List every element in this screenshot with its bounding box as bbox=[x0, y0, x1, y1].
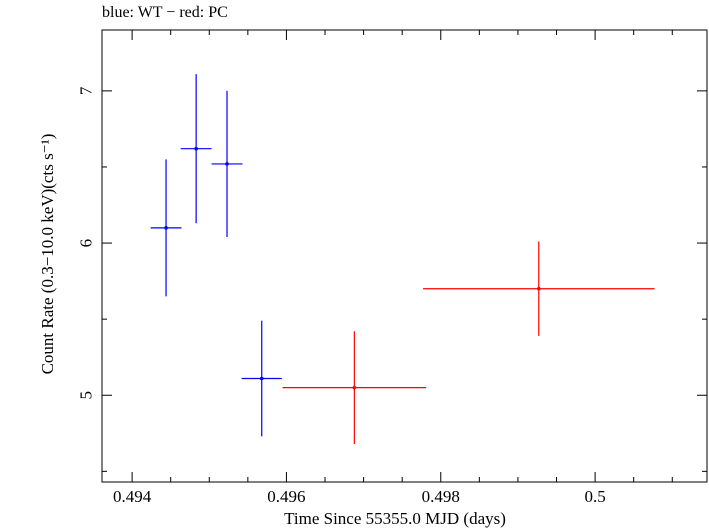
chart-title: blue: WT − red: PC bbox=[102, 4, 228, 21]
series-wt bbox=[150, 74, 282, 437]
y-axis-label: Count Rate (0.3−10.0 keV)(cts s⁻¹) bbox=[38, 133, 57, 375]
data-point bbox=[352, 385, 357, 390]
y-tick-label: 7 bbox=[77, 86, 96, 95]
x-tick-label: 0.5 bbox=[584, 487, 605, 506]
data-point bbox=[225, 162, 229, 166]
data-point bbox=[164, 226, 168, 230]
axes: 0.494 0.496 0.498 0.5 5 6 7 bbox=[77, 29, 708, 506]
x-tick-label: 0.496 bbox=[267, 487, 305, 506]
data-point bbox=[536, 286, 541, 291]
x-tick-label: 0.498 bbox=[422, 487, 460, 506]
x-axis-label: Time Since 55355.0 MJD (days) bbox=[284, 509, 506, 528]
plot-frame bbox=[101, 29, 708, 483]
data-point bbox=[259, 376, 264, 381]
x-tick-label: 0.494 bbox=[113, 487, 152, 506]
y-tick-label: 6 bbox=[77, 239, 96, 248]
series-pc bbox=[282, 241, 655, 444]
data-point bbox=[194, 146, 198, 151]
y-tick-label: 5 bbox=[77, 391, 96, 400]
data-series bbox=[150, 74, 655, 444]
